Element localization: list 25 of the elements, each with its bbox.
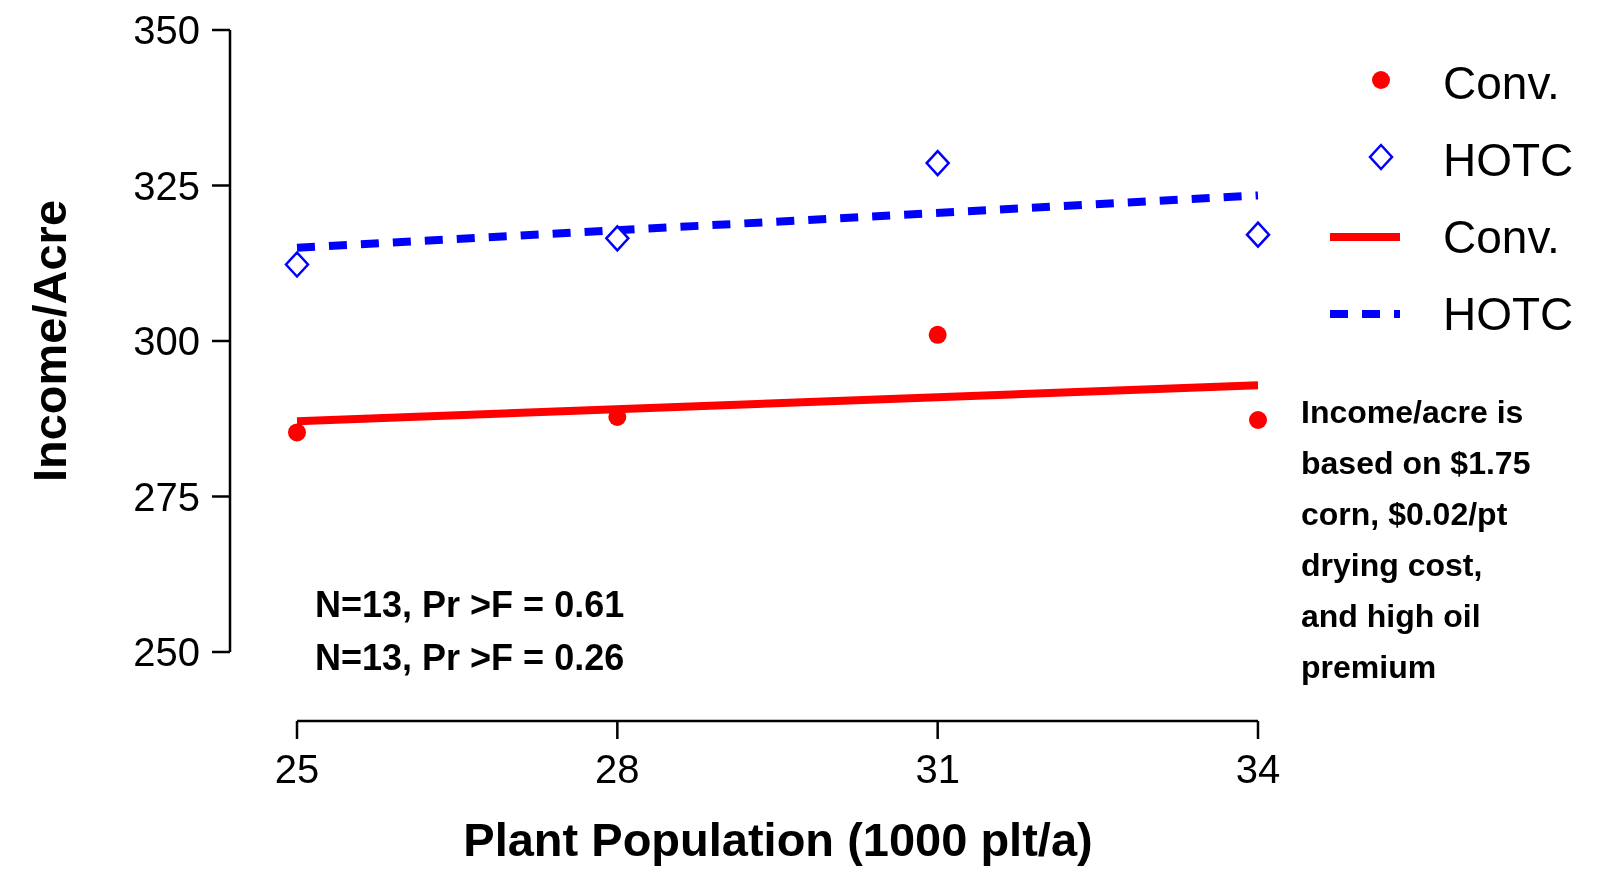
text: Income/acre is based on $1.75 corn, $0.02/pt drying cost, and high oil premium: [1301, 394, 1531, 685]
annotation: N=13, Pr >F = 0.26: [315, 636, 625, 678]
x-tick-label: 34: [1235, 747, 1281, 791]
y-tick-label: 325: [133, 163, 200, 208]
point: [284, 251, 310, 278]
point: [288, 423, 306, 442]
y-tick-label: 250: [133, 630, 200, 674]
annotation: N=13, Pr >F = 0.61: [315, 583, 625, 625]
y-tick-label: 350: [133, 8, 200, 52]
x-tick-label: 31: [915, 747, 960, 791]
y-tick-label: 275: [133, 474, 200, 519]
legend-label: HOTC: [1443, 134, 1574, 187]
y-axis-title: Income/Acre: [23, 199, 76, 483]
point: [928, 325, 947, 344]
x-axis-title: Plant Population (1000 plt/a): [463, 813, 1093, 866]
x-tick-label: 28: [595, 747, 640, 791]
y-tick-label: 300: [133, 319, 200, 363]
point: [1245, 221, 1271, 248]
legend-label: Conv.: [1443, 57, 1560, 110]
x-tick-label: 25: [274, 747, 320, 791]
point: [605, 225, 630, 252]
legend-label: HOTC: [1443, 288, 1574, 341]
point: [925, 149, 950, 177]
point: [1249, 410, 1267, 429]
legend-label: Conv.: [1443, 211, 1560, 264]
